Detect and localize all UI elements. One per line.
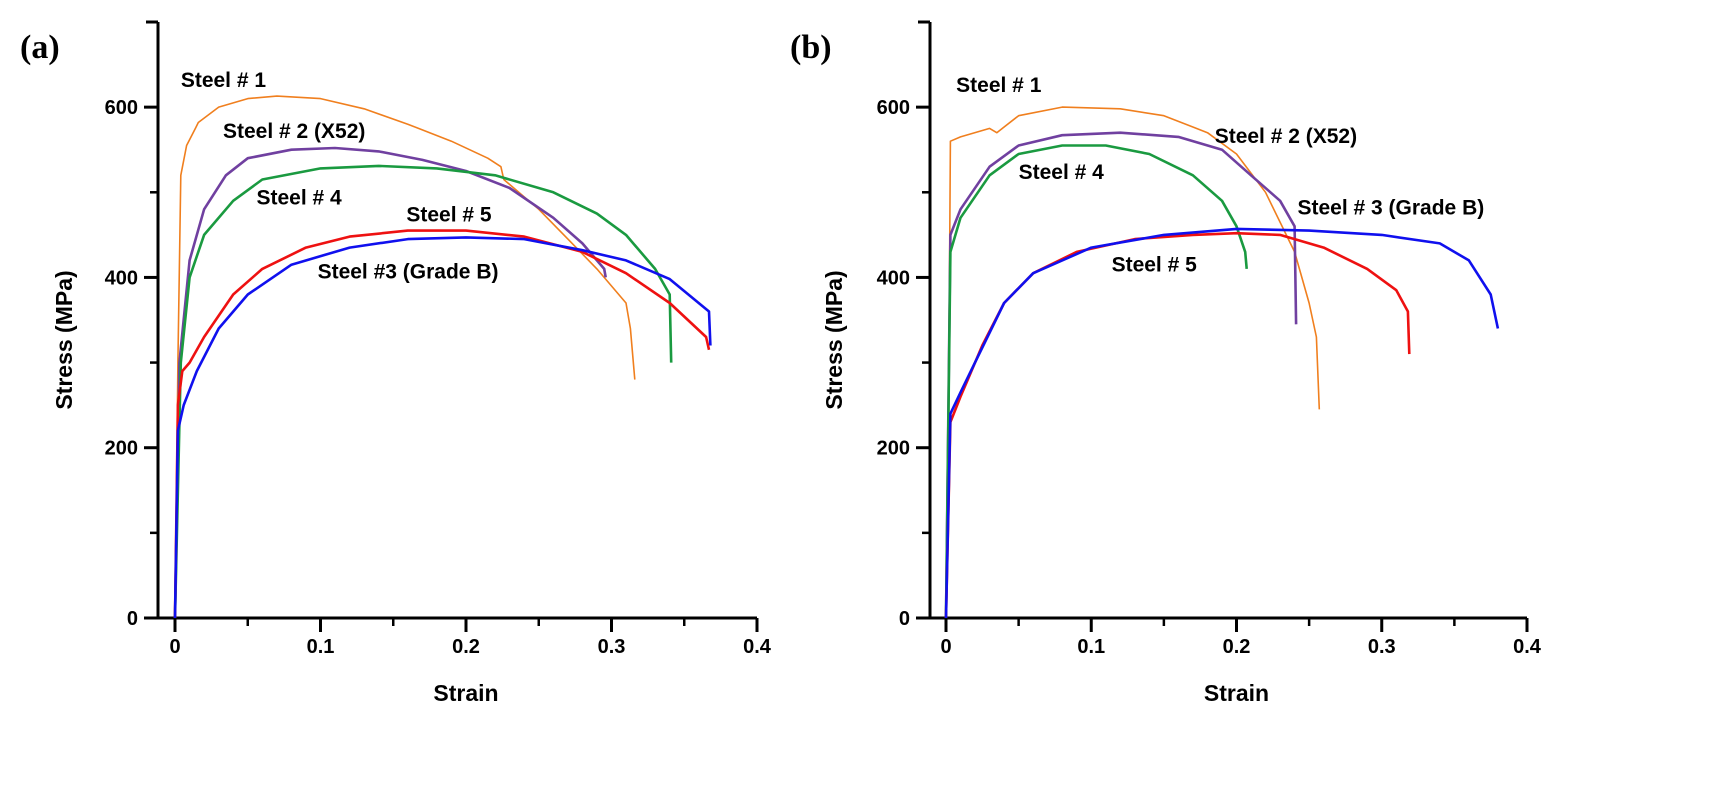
x-tick-label: 0.2 <box>1223 636 1251 658</box>
panel-label: (a) <box>20 29 60 66</box>
series-annotation: Steel # 1 <box>956 74 1042 97</box>
x-tick-label: 0.1 <box>307 636 335 658</box>
y-tick-label: 400 <box>105 267 138 289</box>
panel-label: (b) <box>790 29 832 66</box>
series-line-2 <box>173 146 607 619</box>
x-tick-label: 0.1 <box>1077 636 1105 658</box>
y-tick-label: 600 <box>877 97 910 119</box>
series-annotation: Steel # 1 <box>181 69 267 92</box>
y-tick-label: 0 <box>899 608 910 630</box>
x-tick-label: 0 <box>940 636 951 658</box>
y-tick-label: 200 <box>877 438 910 460</box>
x-axis-label: Strain <box>433 680 498 706</box>
y-tick-label: 0 <box>127 608 138 630</box>
series-line-5 <box>173 236 712 619</box>
series-line-2 <box>944 131 1298 619</box>
series-annotation: Steel # 5 <box>406 203 492 226</box>
panel-b: 0 200 400 600 0 0.1 0.2 0.3 0.4 Strain Stress (MPa… <box>790 20 1542 706</box>
x-tick-label: 0.4 <box>743 636 772 658</box>
x-axis-label: Strain <box>1204 680 1269 706</box>
series-line-1 <box>945 106 1321 619</box>
y-tick-label: 400 <box>877 267 910 289</box>
series-annotation: Steel # 5 <box>1112 254 1198 277</box>
y-axis-label: Stress (MPa) <box>51 270 77 409</box>
x-tick-label: 0.2 <box>452 636 480 658</box>
x-tick-label: 0.3 <box>1368 636 1396 658</box>
series-line-3 <box>944 144 1248 619</box>
x-tick-label: 0.4 <box>1513 636 1542 658</box>
x-tick-label: 0.3 <box>598 636 626 658</box>
y-tick-label: 600 <box>105 97 138 119</box>
y-tick-label: 200 <box>105 438 138 460</box>
series-annotation: Steel # 3 (Grade B) <box>1298 197 1485 220</box>
series-annotation: Steel # 4 <box>1019 161 1105 184</box>
y-axis-label: Stress (MPa) <box>821 270 847 409</box>
series-annotation: Steel # 2 (X52) <box>223 120 365 143</box>
series-line-3 <box>173 164 673 619</box>
series-annotation: Steel #3 (Grade B) <box>318 260 499 283</box>
series-line-1 <box>174 95 636 619</box>
series-annotation: Steel # 2 (X52) <box>1215 125 1357 148</box>
series-line-5 <box>944 227 1500 619</box>
series-line-4 <box>173 229 711 619</box>
series-annotation: Steel # 4 <box>256 186 342 209</box>
x-tick-label: 0 <box>169 636 180 658</box>
panel-a: 0 200 400 600 0 0.1 0.2 0.3 0.4 Strain Stress (MPa… <box>20 20 772 706</box>
